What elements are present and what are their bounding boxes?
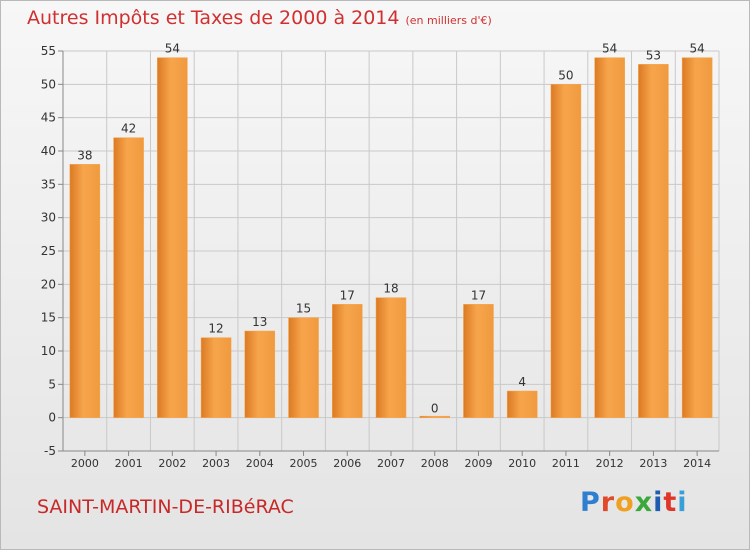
proxiti-logo: Proxiti bbox=[580, 487, 688, 518]
x-tick-label: 2003 bbox=[202, 457, 230, 470]
logo-letter: P bbox=[580, 487, 601, 518]
logo-letter: r bbox=[600, 487, 616, 518]
x-tick-label: 2010 bbox=[508, 457, 536, 470]
x-tick-label: 2005 bbox=[290, 457, 318, 470]
bar bbox=[419, 415, 450, 418]
logo-letter: o bbox=[615, 487, 635, 518]
y-tick-label: 35 bbox=[41, 177, 56, 191]
y-tick-label: 25 bbox=[41, 244, 56, 258]
y-tick-label: 0 bbox=[48, 411, 56, 425]
data-label: 15 bbox=[296, 302, 311, 316]
bar bbox=[463, 304, 494, 418]
data-label: 0 bbox=[431, 402, 439, 416]
chart-title: Autres Impôts et Taxes de 2000 à 2014 (en… bbox=[27, 7, 492, 29]
data-label: 38 bbox=[77, 148, 92, 162]
logo-letter: i bbox=[653, 487, 664, 518]
x-tick-label: 2008 bbox=[421, 457, 449, 470]
bar bbox=[157, 57, 188, 418]
y-tick-label: 45 bbox=[41, 111, 56, 125]
x-tick-label: 2007 bbox=[377, 457, 405, 470]
chart-title-text: Autres Impôts et Taxes de 2000 à 2014 bbox=[27, 7, 400, 29]
bar bbox=[113, 137, 144, 418]
y-tick-label: 15 bbox=[41, 311, 56, 325]
data-label: 18 bbox=[383, 282, 398, 296]
data-label: 42 bbox=[121, 122, 136, 136]
chart-subtitle: (en milliers d'€) bbox=[405, 14, 492, 27]
bar bbox=[200, 337, 232, 418]
x-tick-label: 2012 bbox=[596, 457, 624, 470]
x-tick-label: 2002 bbox=[158, 457, 186, 470]
x-tick-label: 2011 bbox=[552, 457, 580, 470]
bar bbox=[69, 164, 101, 418]
data-label: 54 bbox=[689, 42, 704, 56]
bar bbox=[638, 64, 669, 418]
logo-letter: x bbox=[634, 487, 654, 518]
data-label: 54 bbox=[165, 42, 180, 56]
data-label: 53 bbox=[646, 48, 661, 62]
y-tick-label: -5 bbox=[44, 444, 56, 458]
x-tick-label: 2001 bbox=[115, 457, 143, 470]
bar bbox=[594, 57, 625, 418]
bar bbox=[332, 304, 363, 418]
x-tick-label: 2013 bbox=[639, 457, 667, 470]
data-label: 50 bbox=[558, 68, 573, 82]
data-label: 54 bbox=[602, 42, 617, 56]
y-tick-label: 20 bbox=[41, 277, 56, 291]
commune-name: SAINT-MARTIN-DE-RIBéRAC bbox=[37, 496, 294, 518]
data-label: 4 bbox=[518, 375, 526, 389]
y-tick-label: 5 bbox=[48, 377, 56, 391]
data-label: 13 bbox=[252, 315, 267, 329]
bar bbox=[506, 390, 538, 418]
x-tick-label: 2009 bbox=[464, 457, 492, 470]
bar bbox=[375, 297, 407, 418]
x-tick-label: 2014 bbox=[683, 457, 711, 470]
bar bbox=[244, 330, 276, 418]
x-tick-label: 2004 bbox=[246, 457, 274, 470]
logo-letter: t bbox=[663, 487, 678, 518]
y-tick-label: 50 bbox=[41, 77, 56, 91]
logo-letter: i bbox=[677, 487, 688, 518]
y-tick-label: 10 bbox=[41, 344, 56, 358]
y-tick-label: 40 bbox=[41, 144, 56, 158]
y-tick-label: 55 bbox=[41, 44, 56, 58]
x-tick-label: 2000 bbox=[71, 457, 99, 470]
y-tick-label: 30 bbox=[41, 211, 56, 225]
bar bbox=[550, 84, 582, 418]
bar bbox=[681, 57, 713, 418]
data-label: 17 bbox=[340, 288, 355, 302]
x-tick-label: 2006 bbox=[333, 457, 361, 470]
data-label: 17 bbox=[471, 288, 486, 302]
data-label: 12 bbox=[208, 322, 223, 336]
bar bbox=[288, 317, 319, 418]
